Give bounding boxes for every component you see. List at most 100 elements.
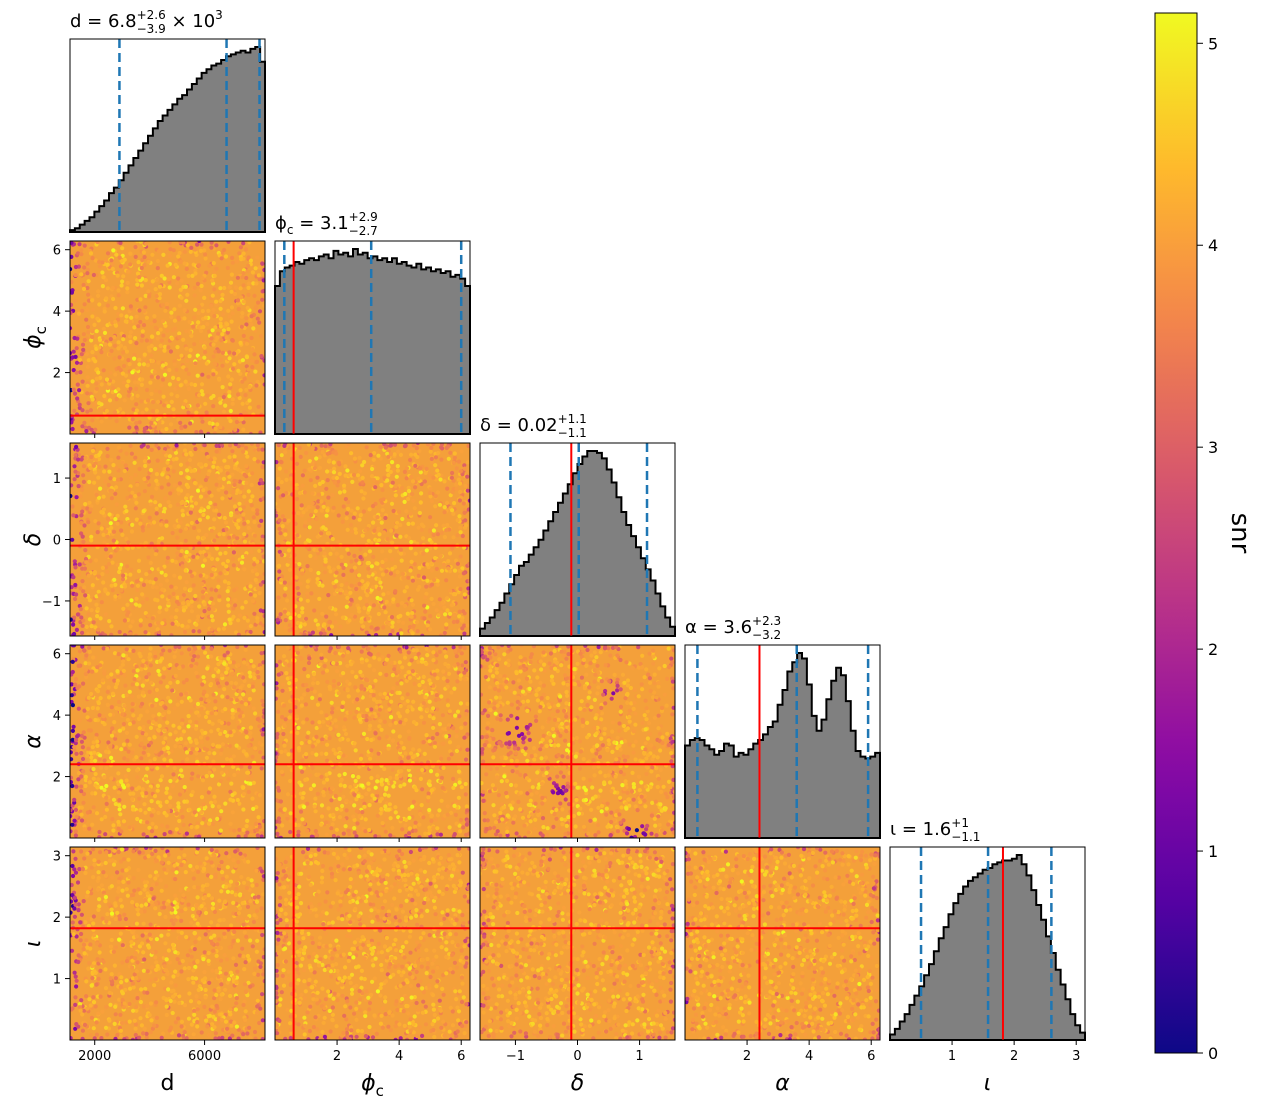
scatter-point: [458, 554, 463, 559]
scatter-point: [140, 701, 145, 706]
scatter-point: [178, 528, 183, 534]
scatter-point: [399, 558, 404, 563]
scatter-point: [379, 483, 384, 488]
scatter-point: [160, 428, 165, 433]
scatter-point: [226, 597, 231, 602]
scatter-point: [121, 350, 126, 355]
scatter-point: [252, 556, 257, 562]
scatter-point: [98, 633, 103, 636]
scatter-point: [125, 612, 130, 618]
scatter-point: [110, 726, 115, 731]
scatter-point: [144, 791, 149, 796]
scatter-point: [437, 597, 442, 602]
scatter-point: [306, 730, 311, 735]
scatter-point: [136, 785, 142, 790]
scatter-point: [357, 455, 362, 460]
scatter-point: [173, 429, 178, 434]
scatter-point: [372, 451, 377, 456]
scatter-point: [162, 728, 167, 733]
scatter-point: [331, 470, 337, 475]
scatter-point: [77, 402, 82, 407]
scatter-point: [205, 698, 210, 703]
scatter-panel-delta-vs-d: [69, 442, 266, 637]
scatter-point: [139, 382, 144, 387]
scatter-point: [236, 834, 241, 838]
scatter-point: [238, 685, 243, 690]
scatter-point: [305, 594, 310, 599]
scatter-point: [205, 710, 210, 715]
scatter-point: [373, 485, 378, 490]
scatter-point: [145, 820, 150, 825]
scatter-point: [130, 583, 135, 588]
scatter-point: [331, 683, 337, 689]
scatter-point: [298, 624, 303, 629]
scatter-point: [156, 539, 161, 544]
scatter-point: [188, 652, 194, 657]
scatter-point: [131, 791, 136, 796]
scatter-point: [357, 517, 362, 522]
scatter-point: [445, 678, 450, 684]
scatter-point: [224, 743, 229, 748]
scatter-point: [184, 580, 189, 585]
scatter-point: [455, 619, 460, 624]
scatter-point: [463, 721, 468, 726]
scatter-point: [409, 751, 414, 756]
scatter-point: [328, 569, 333, 574]
scatter-point: [381, 497, 386, 502]
scatter-point: [102, 393, 107, 399]
scatter-point: [238, 371, 243, 376]
scatter-point: [280, 524, 285, 529]
scatter-point: [280, 514, 285, 519]
scatter-point: [231, 754, 236, 759]
scatter-point: [104, 565, 109, 570]
scatter-point: [127, 425, 132, 430]
scatter-point: [194, 670, 199, 676]
scatter-point: [102, 469, 107, 474]
scatter-point: [248, 725, 253, 730]
scatter-point: [189, 824, 194, 830]
scatter-point: [262, 358, 265, 363]
scatter-point: [111, 823, 116, 828]
scatter-point: [199, 700, 204, 705]
scatter-point: [211, 460, 217, 465]
scatter-point: [102, 671, 107, 676]
scatter-point: [198, 462, 204, 467]
scatter-point: [241, 807, 246, 812]
scatter-point: [198, 735, 204, 740]
scatter-point: [159, 383, 164, 388]
scatter-point: [78, 370, 83, 375]
scatter-point: [176, 804, 181, 809]
scatter-point: [94, 732, 99, 737]
scatter-point: [465, 808, 470, 813]
scatter-point: [375, 561, 380, 566]
scatter-point: [155, 800, 160, 805]
scatter-point: [99, 419, 104, 424]
scatter-point: [80, 509, 85, 514]
scatter-point: [235, 350, 240, 355]
scatter-point: [313, 483, 318, 488]
scatter-point: [89, 534, 94, 539]
scatter-point: [203, 650, 208, 655]
scatter-point: [83, 778, 88, 783]
scatter-point: [349, 568, 354, 573]
scatter-point: [249, 314, 254, 319]
scatter-point: [209, 614, 214, 619]
scatter-point: [317, 455, 322, 460]
scatter-point: [176, 491, 181, 496]
scatter-point: [166, 601, 171, 606]
scatter-point: [177, 335, 182, 340]
scatter-point: [359, 753, 364, 758]
scatter-point: [283, 443, 288, 446]
scatter-point: [424, 548, 429, 553]
scatter-point: [136, 492, 141, 497]
scatter-point: [458, 676, 463, 681]
scatter-point: [147, 569, 152, 575]
scatter-point: [261, 702, 265, 708]
scatter-point: [127, 487, 132, 492]
scatter-point: [88, 465, 93, 471]
scatter-point: [103, 547, 109, 552]
scatter-point: [228, 821, 233, 827]
scatter-point: [222, 653, 227, 658]
scatter-point: [300, 606, 305, 611]
scatter-point: [131, 747, 136, 752]
